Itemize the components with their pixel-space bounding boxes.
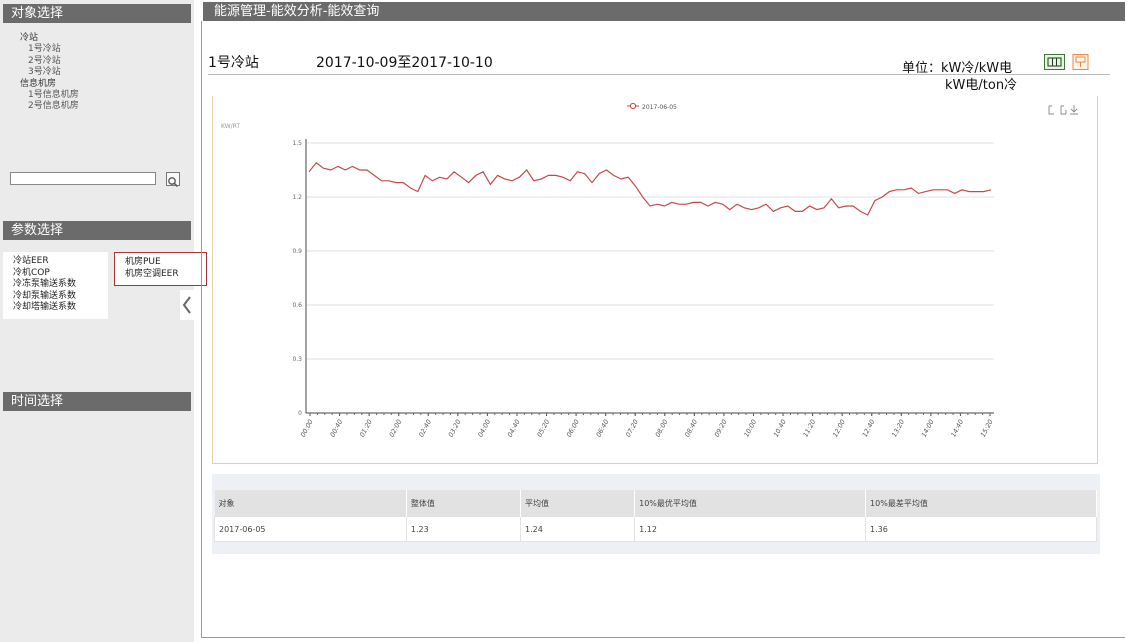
tree-node-child[interactable]: 2号冷站 — [28, 55, 61, 66]
date-range: 2017-10-09至2017-10-10 — [316, 55, 493, 71]
y-tick-label: 1.2 — [292, 194, 302, 201]
x-tick-label: 10:00 — [742, 418, 758, 438]
x-tick-label: 09:20 — [713, 418, 729, 438]
table-header-cell: 整体值 — [406, 490, 522, 517]
tree-node-child[interactable]: 1号信息机房 — [28, 90, 79, 101]
grid-icon — [1044, 54, 1065, 70]
table-header-row: 对象 整体值 平均值 10%最优平均值 10%最差平均值 — [214, 490, 1097, 517]
search-button[interactable] — [166, 172, 180, 188]
export-button[interactable] — [1071, 54, 1090, 70]
series-line — [308, 161, 992, 216]
param-item[interactable]: 机房PUE — [125, 257, 161, 267]
search-input[interactable] — [10, 172, 156, 185]
x-tick-label: 15:20 — [979, 418, 995, 438]
x-tick-label: 08:40 — [683, 418, 699, 438]
x-tick-label: 11:20 — [802, 418, 818, 438]
x-tick-label: 14:40 — [949, 418, 965, 438]
restore-icon[interactable] — [1060, 105, 1067, 115]
save-icon — [1072, 54, 1089, 70]
x-tick-label: 12:00 — [831, 418, 847, 438]
chart-panel — [212, 96, 1098, 464]
tree-node-group[interactable]: 信息机房 — [20, 78, 57, 89]
object-tree: 冷站 1号冷站 2号冷站 3号冷站 信息机房 1号信息机房 2号信息机房 — [20, 33, 79, 113]
param-select-header: 参数选择 — [3, 221, 191, 240]
y-tick-label: 1.5 — [292, 140, 302, 147]
time-select-header: 时间选择 — [3, 392, 191, 411]
table-row: 2017-06-05 1.23 1.24 1.12 1.36 — [214, 516, 1097, 542]
efficiency-line-chart: 0 0.3 0.6 0.9 1.2 1.5 00:00 00:40 01:20 02:00 02:… — [221, 102, 1078, 438]
y-tick-label: 0.3 — [292, 356, 302, 363]
chart-toolbox[interactable] — [1048, 105, 1078, 115]
header-divider — [208, 74, 1110, 75]
x-tick-label: 14:00 — [920, 418, 936, 438]
chevron-left-icon — [182, 296, 191, 314]
table-cell: 1.36 — [865, 516, 1097, 542]
tree-node-child[interactable]: 3号冷站 — [28, 67, 61, 78]
tree-node-group[interactable]: 冷站 — [20, 33, 39, 43]
y-tick-label: 0.9 — [292, 248, 302, 255]
table-header-cell: 10%最优平均值 — [634, 490, 867, 517]
table-cell: 2017-06-05 — [214, 516, 407, 542]
x-tick-label: 13:20 — [890, 418, 906, 438]
zoom-reset-icon[interactable] — [1048, 105, 1054, 115]
param-item[interactable]: 冷却塔输送系数 — [13, 302, 77, 313]
x-tick-label: 00:00 — [299, 418, 315, 438]
x-tick-label: 01:20 — [358, 418, 374, 438]
x-tick-label: 04:00 — [476, 418, 492, 438]
unit-label: 单位：kW冷/kW电 — [902, 61, 1013, 76]
chart-legend[interactable]: 2017-06-05 — [627, 102, 677, 111]
param-item[interactable]: 机房空调EER — [125, 268, 179, 279]
x-tick-label: 10:40 — [772, 418, 788, 438]
x-tick-label: 06:00 — [565, 418, 581, 438]
tree-node-child[interactable]: 1号冷站 — [28, 44, 61, 55]
x-tick-label: 05:20 — [535, 418, 551, 438]
table-header-cell: 10%最差平均值 — [865, 490, 1097, 517]
table-cell: 1.23 — [405, 516, 522, 542]
x-tick-label: 12:40 — [861, 418, 877, 438]
x-tick-label: 03:20 — [447, 418, 463, 438]
param-list-left: 冷站EER 冷机COP 冷冻泵输送系数 冷却泵输送系数 冷却塔输送系数 — [3, 252, 108, 319]
x-tick-label: 04:40 — [506, 418, 522, 438]
x-tick-label: 02:00 — [388, 418, 404, 438]
y-axis-label: KW/RT — [221, 123, 240, 130]
y-tick-label: 0.6 — [292, 302, 302, 309]
x-tick-label: 06:40 — [595, 418, 611, 438]
station-name: 1号冷站 — [208, 55, 259, 71]
unit-label-secondary: kW电/ton冷 — [945, 78, 1018, 93]
param-list-right: 机房PUE 机房空调EER — [114, 252, 207, 286]
main-panel — [201, 21, 1125, 638]
table-header-cell: 对象 — [214, 490, 407, 517]
page-title: 能源管理-能效分析-能效查询 — [203, 2, 1125, 21]
object-select-header: 对象选择 — [3, 4, 191, 23]
table-view-button[interactable] — [1044, 54, 1065, 70]
x-tick-label: 02:40 — [417, 418, 433, 438]
param-item[interactable]: 冷却泵输送系数 — [13, 290, 77, 301]
legend-label: 2017-06-05 — [642, 104, 677, 111]
collapse-button[interactable] — [180, 290, 194, 320]
param-item[interactable]: 冷站EER — [13, 256, 49, 266]
x-tick-label: 07:20 — [624, 418, 640, 438]
table-cell: 1.24 — [520, 516, 636, 542]
sidebar: 对象选择 冷站 1号冷站 2号冷站 3号冷站 信息机房 1号信息机房 2号信息机房 参数选择… — [0, 0, 207, 642]
tree-node-child[interactable]: 2号信息机房 — [28, 101, 79, 112]
download-icon[interactable] — [1070, 105, 1078, 115]
param-item[interactable]: 冷机COP — [13, 267, 50, 278]
table-cell: 1.12 — [634, 516, 867, 542]
table-header-cell: 平均值 — [520, 490, 636, 517]
search-icon — [168, 177, 179, 188]
legend-marker — [629, 102, 637, 110]
x-tick-label: 08:00 — [654, 418, 670, 438]
x-tick-label: 00:40 — [328, 418, 344, 438]
stats-table: 对象 整体值 平均值 10%最优平均值 10%最差平均值 2017-06-05 1.23 1… — [214, 490, 1097, 542]
param-item[interactable]: 冷冻泵输送系数 — [13, 279, 77, 290]
y-tick-label: 0 — [298, 410, 302, 417]
